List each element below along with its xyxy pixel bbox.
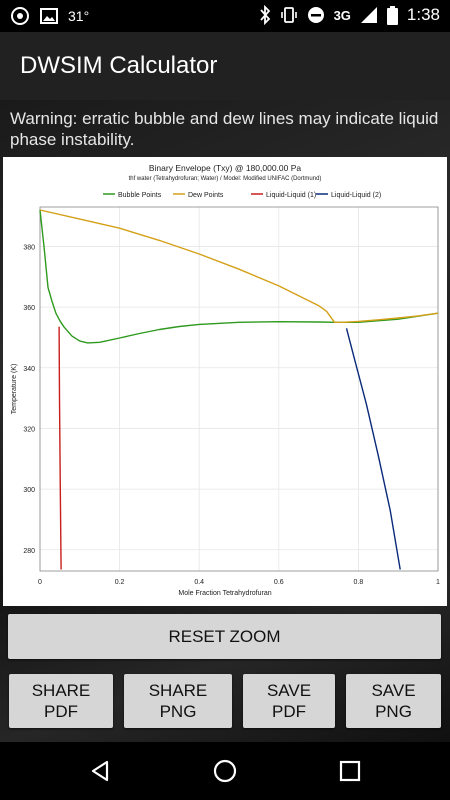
series-line-2 bbox=[39, 209, 439, 324]
back-button[interactable] bbox=[85, 756, 115, 786]
series-line-3 bbox=[58, 326, 62, 570]
save-png-button[interactable]: SAVE PNG bbox=[346, 674, 441, 728]
warning-text: Warning: erratic bubble and dew lines ma… bbox=[10, 109, 439, 149]
chart-svg[interactable]: Binary Envelope (Txy) @ 180,000.00 Pa thf… bbox=[3, 157, 447, 606]
share-png-line2: PNG bbox=[159, 702, 197, 721]
y-tick-label: 380 bbox=[23, 244, 35, 251]
series-line-1 bbox=[39, 209, 439, 344]
x-axis-label: Mole Fraction Tetrahydrofuran bbox=[178, 590, 271, 597]
chart-title: Binary Envelope (Txy) @ 180,000.00 Pa bbox=[149, 163, 302, 173]
x-tick-label: 0.8 bbox=[354, 579, 364, 586]
battery-icon bbox=[386, 5, 398, 25]
bluetooth-icon bbox=[259, 5, 270, 25]
recents-icon bbox=[339, 760, 361, 782]
app-bar: DWSIM Calculator bbox=[0, 32, 450, 100]
save-pdf-line2: PDF bbox=[272, 702, 306, 721]
series-line-4 bbox=[345, 328, 401, 570]
x-tick-label: 0.6 bbox=[274, 579, 284, 586]
y-tick-label: 360 bbox=[23, 305, 35, 312]
notification-text: 31° bbox=[68, 8, 90, 24]
y-tick-label: 300 bbox=[23, 487, 35, 494]
signal-icon bbox=[360, 7, 377, 23]
navigation-bar bbox=[0, 742, 450, 800]
network-type: 3G bbox=[333, 7, 351, 23]
app-title: DWSIM Calculator bbox=[20, 52, 218, 79]
x-tick-label: 0 bbox=[38, 579, 42, 586]
share-pdf-line1: SHARE bbox=[31, 681, 91, 700]
clock: 1:38 bbox=[406, 5, 440, 24]
chart-subtitle: thf water (Tetrahydrofuran; Water) / Mod… bbox=[129, 176, 322, 182]
sync-icon bbox=[11, 7, 29, 25]
share-png-line1: SHARE bbox=[148, 681, 208, 700]
save-png-line2: PNG bbox=[375, 702, 412, 721]
legend-label-2: Dew Points bbox=[188, 192, 224, 199]
save-pdf-line1: SAVE bbox=[266, 681, 312, 700]
reset-zoom-button[interactable]: RESET ZOOM bbox=[8, 614, 441, 659]
image-icon bbox=[40, 8, 58, 24]
legend-label-4: Liquid-Liquid (2) bbox=[331, 192, 381, 199]
do-not-disturb-icon bbox=[307, 7, 324, 23]
share-png-button[interactable]: SHARE PNG bbox=[124, 674, 232, 728]
back-icon bbox=[91, 760, 109, 782]
y-tick-label: 320 bbox=[23, 426, 35, 433]
status-right: 3G 1:38 bbox=[259, 5, 440, 25]
legend-label-1: Bubble Points bbox=[118, 192, 162, 199]
home-button[interactable] bbox=[210, 756, 240, 786]
recents-button[interactable] bbox=[335, 756, 365, 786]
binary-envelope-chart[interactable]: Binary Envelope (Txy) @ 180,000.00 Pa thf… bbox=[3, 157, 447, 606]
status-left: 31° bbox=[10, 6, 89, 26]
status-bar: 31° 3G 1:38 bbox=[0, 0, 450, 32]
y-axis-label: Temperature (K) bbox=[11, 364, 18, 415]
save-png-line1: SAVE bbox=[371, 681, 416, 700]
x-tick-label: 1 bbox=[436, 579, 440, 586]
x-tick-label: 0.4 bbox=[194, 579, 204, 586]
x-tick-label: 0.2 bbox=[115, 579, 125, 586]
y-tick-label: 280 bbox=[23, 548, 35, 555]
y-tick-label: 340 bbox=[23, 366, 35, 373]
share-pdf-line2: PDF bbox=[44, 702, 78, 721]
content-area: Warning: erratic bubble and dew lines ma… bbox=[0, 100, 450, 742]
home-icon bbox=[213, 759, 237, 783]
save-pdf-button[interactable]: SAVE PDF bbox=[243, 674, 335, 728]
legend-label-3: Liquid-Liquid (1) bbox=[266, 192, 316, 199]
plot-frame bbox=[39, 206, 439, 572]
share-pdf-button[interactable]: SHARE PDF bbox=[9, 674, 113, 728]
vibrate-icon bbox=[280, 7, 297, 23]
